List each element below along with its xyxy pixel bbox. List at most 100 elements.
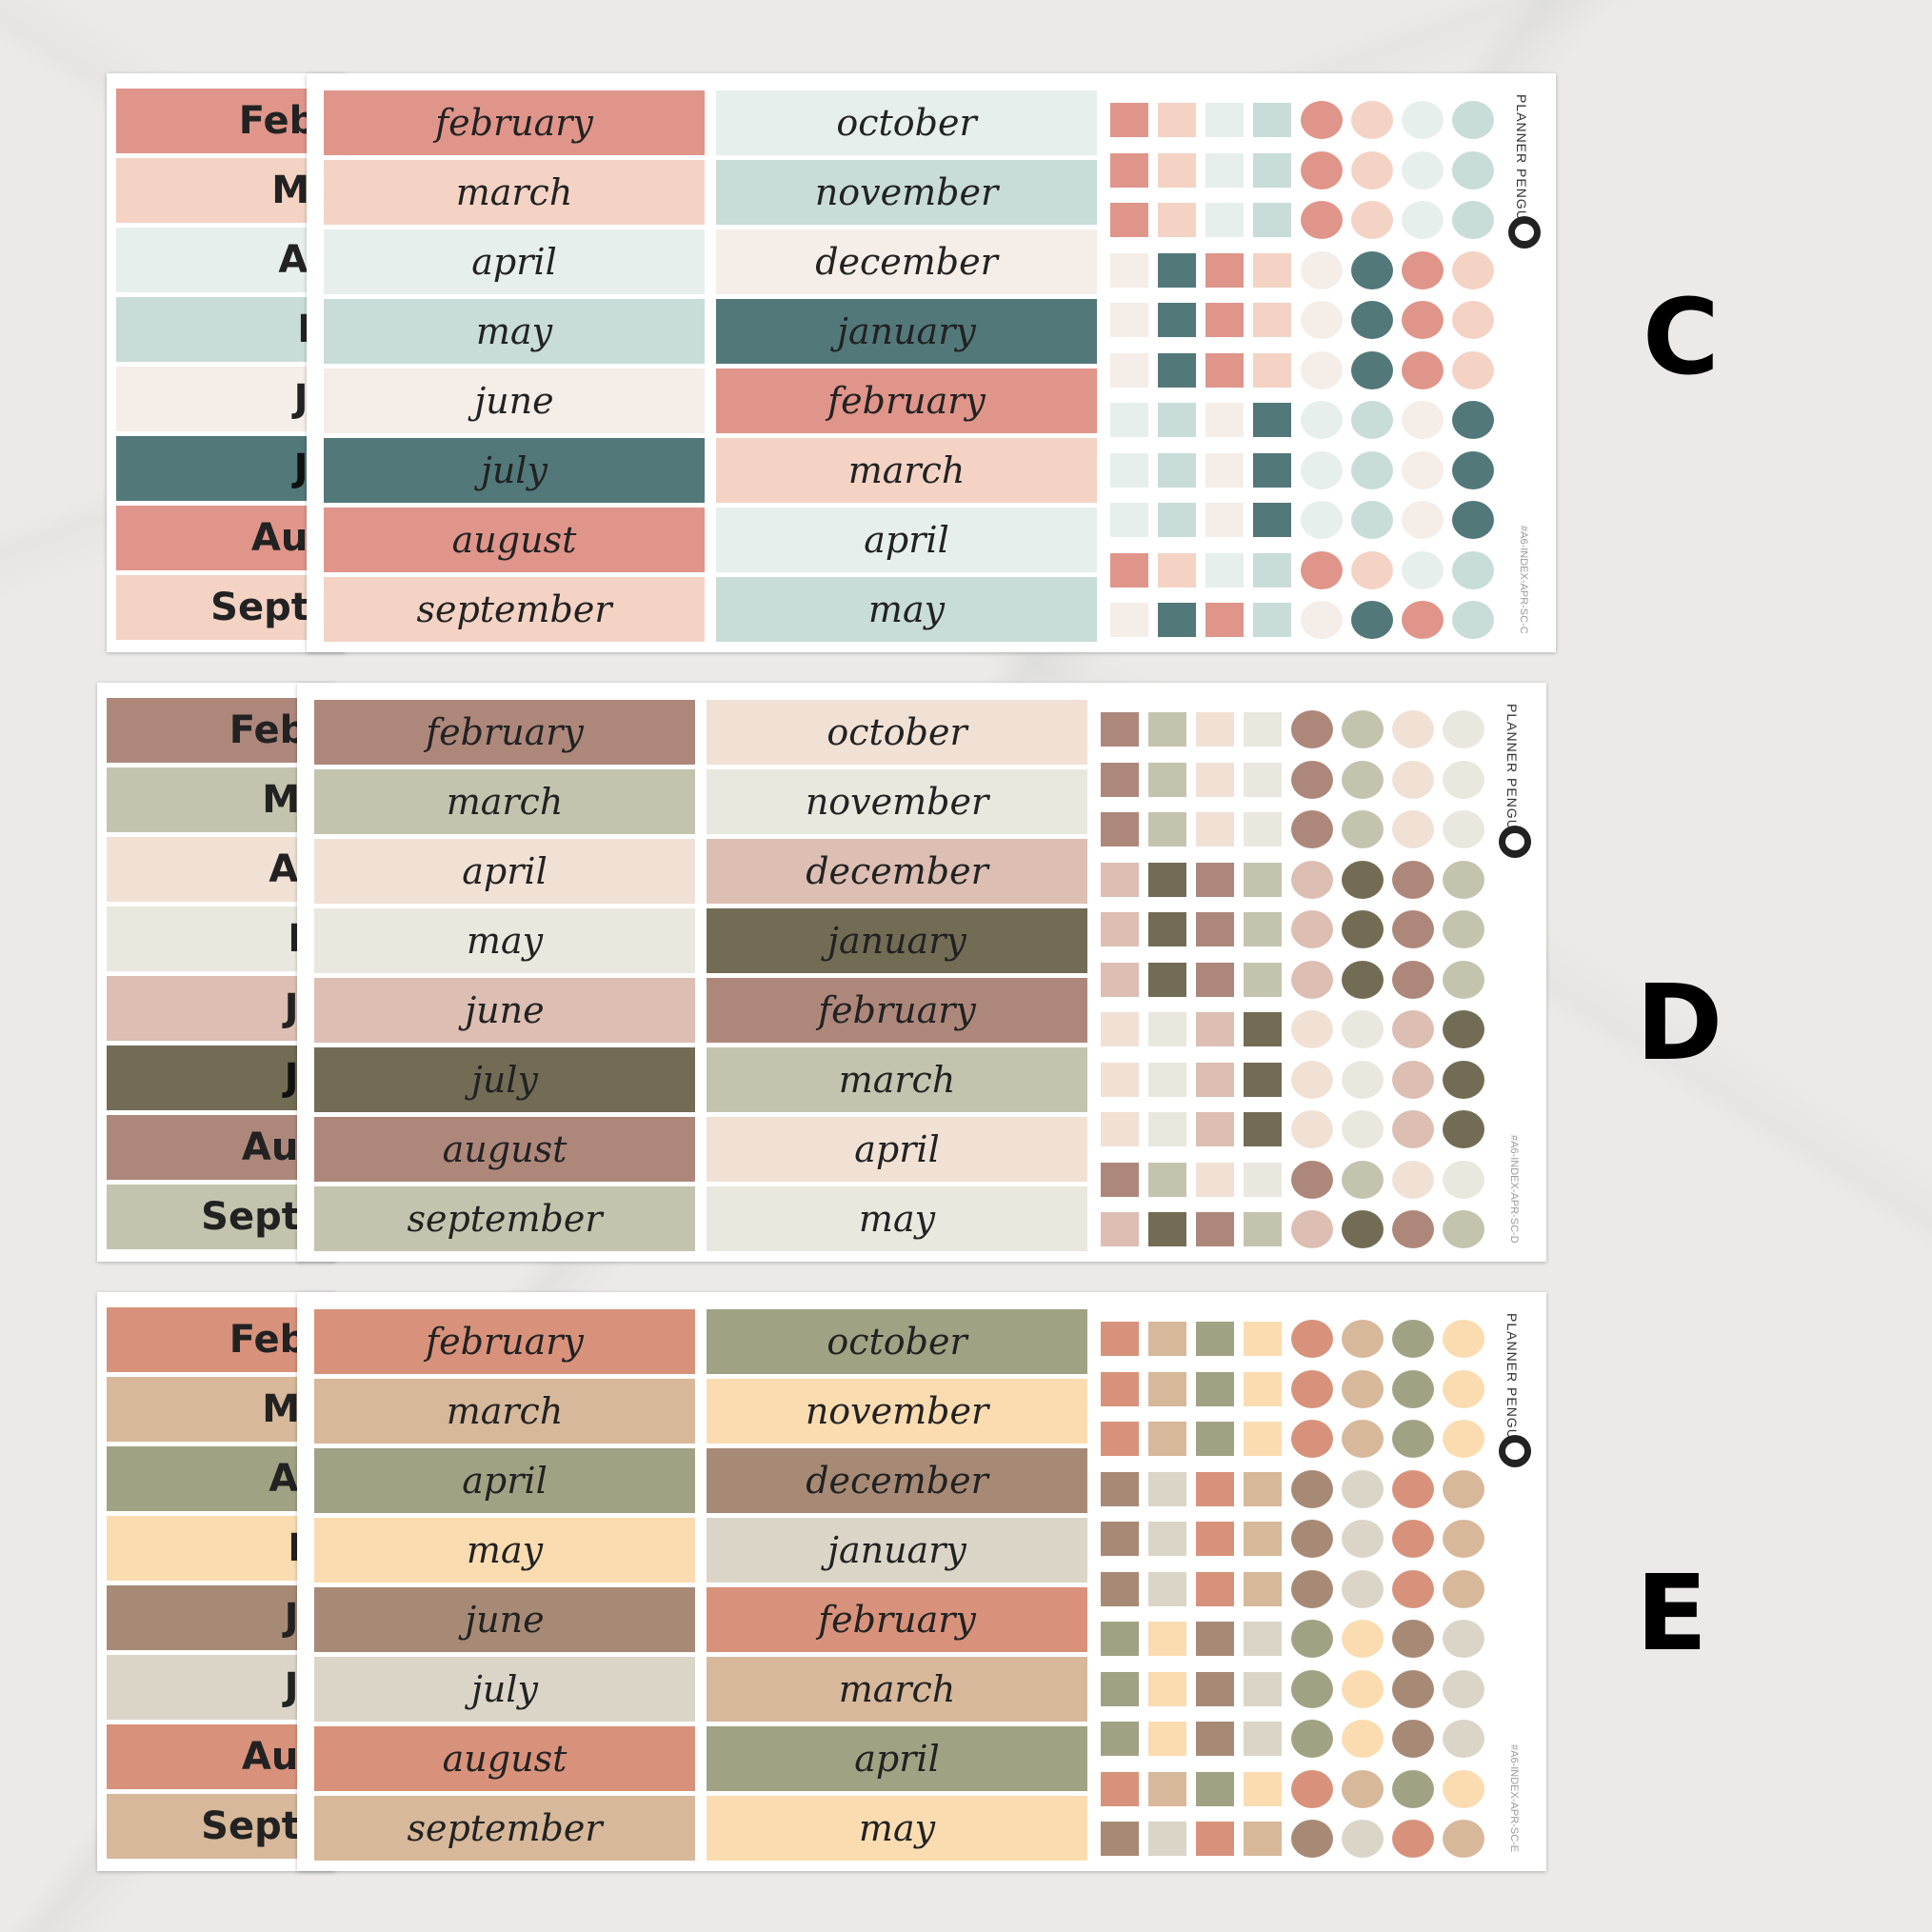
square-dot-sticker: [1205, 403, 1244, 437]
square-dot-sticker: [1205, 452, 1244, 488]
round-dot-sticker: [1392, 860, 1434, 899]
square-dot-sticker: [1148, 1062, 1186, 1097]
square-dot-sticker: [1253, 303, 1291, 337]
round-dot-sticker: [1291, 1620, 1333, 1658]
round-dot-sticker: [1452, 250, 1494, 289]
square-dot-sticker: [1158, 352, 1196, 388]
square-dot-sticker: [1205, 203, 1244, 237]
square-dot-sticker: [1158, 403, 1196, 437]
back-month-strip: Ju: [116, 367, 335, 431]
round-dot-sticker: [1301, 501, 1343, 539]
back-month-strip: Aug: [107, 1115, 326, 1180]
square-dot-sticker: [1196, 1371, 1234, 1406]
square-dot-sticker: [1244, 1062, 1282, 1097]
round-dot-sticker: [1342, 1720, 1384, 1758]
square-dot-sticker: [1253, 103, 1291, 137]
square-dot-sticker: [1196, 1112, 1234, 1146]
back-month-strip: M: [107, 906, 326, 971]
round-dot-sticker: [1392, 1420, 1434, 1458]
back-month-strip: Ma: [116, 158, 335, 223]
square-dot-sticker: [1253, 252, 1291, 288]
back-month-strip: Ju: [107, 1046, 326, 1110]
month-sticker-september: september: [314, 1796, 695, 1861]
back-month-strip: Febr: [107, 1307, 326, 1372]
back-month-strip: Aug: [116, 506, 335, 570]
square-dot-sticker: [1253, 352, 1291, 388]
back-sheet-c: FebrMaApMJuJuAugSepte: [107, 73, 345, 652]
square-dot-sticker: [1148, 812, 1186, 846]
square-dot-sticker: [1205, 103, 1244, 137]
square-dot-sticker: [1244, 1212, 1282, 1246]
square-dot-sticker: [1253, 203, 1291, 237]
square-dot-sticker: [1196, 1771, 1234, 1806]
sku-label: #A6-INDEX-APR-SC-E: [1508, 1744, 1520, 1853]
square-dot-sticker: [1244, 862, 1282, 897]
round-dot-sticker: [1342, 910, 1384, 948]
month-sticker-december: december: [716, 229, 1097, 294]
square-dot-sticker: [1205, 603, 1244, 637]
round-dot-sticker: [1291, 1569, 1333, 1608]
round-dot-sticker: [1291, 1669, 1333, 1708]
round-dot-sticker: [1351, 401, 1393, 439]
square-dot-sticker: [1148, 1471, 1186, 1506]
round-dot-sticker: [1443, 1210, 1484, 1248]
penguin-logo-icon: [1499, 1435, 1531, 1467]
month-sticker-may: may: [716, 577, 1097, 642]
square-dot-sticker: [1148, 862, 1186, 897]
round-dot-sticker: [1452, 301, 1494, 339]
sticker-sheet-e: february march april may june july august septe…: [297, 1292, 1546, 1871]
back-month-strip: Ju: [107, 1585, 326, 1650]
round-dot-sticker: [1291, 910, 1333, 948]
round-dot-sticker: [1291, 1060, 1333, 1099]
square-dot-sticker: [1148, 1322, 1186, 1356]
round-dot-sticker: [1402, 450, 1444, 489]
square-dot-sticker: [1205, 152, 1244, 188]
square-dot-sticker: [1101, 1112, 1139, 1146]
round-dot-sticker: [1301, 201, 1343, 239]
month-sticker-april: april: [716, 508, 1097, 572]
square-dot-sticker: [1101, 1671, 1139, 1706]
square-dot-sticker: [1244, 1522, 1282, 1556]
square-dot-sticker: [1110, 552, 1148, 588]
round-dot-sticker: [1342, 1469, 1384, 1508]
square-dot-sticker: [1101, 1571, 1139, 1606]
round-dot-sticker: [1392, 760, 1434, 799]
round-dot-sticker: [1443, 1369, 1484, 1408]
month-sticker-september: september: [324, 577, 705, 642]
round-dot-sticker: [1443, 1520, 1484, 1558]
square-dot-sticker: [1110, 252, 1148, 288]
square-dot-sticker: [1158, 203, 1196, 237]
round-dot-sticker: [1443, 1569, 1484, 1608]
round-dot-sticker: [1342, 1369, 1384, 1408]
round-dot-sticker: [1291, 1369, 1333, 1408]
square-dot-sticker: [1244, 1422, 1282, 1456]
square-dot-sticker: [1158, 103, 1196, 137]
sticker-sheet-c: february march april may june july august septe…: [307, 73, 1556, 652]
square-dot-sticker: [1101, 1422, 1139, 1456]
square-dot-sticker: [1110, 303, 1148, 337]
month-sticker-november: november: [707, 1379, 1087, 1444]
round-dot-sticker: [1342, 1010, 1384, 1048]
square-dot-sticker: [1196, 1162, 1234, 1197]
round-dot-sticker: [1443, 960, 1484, 999]
round-dot-sticker: [1291, 1320, 1333, 1358]
round-dot-sticker: [1443, 1769, 1484, 1808]
square-dot-sticker: [1110, 103, 1148, 137]
round-dot-sticker: [1452, 350, 1494, 389]
round-dot-sticker: [1452, 201, 1494, 239]
month-sticker-august: august: [314, 1726, 695, 1791]
square-dot-sticker: [1244, 1012, 1282, 1046]
round-dot-sticker: [1392, 1569, 1434, 1608]
month-sticker-june: june: [324, 368, 705, 433]
month-sticker-march: march: [707, 1657, 1087, 1722]
month-sticker-may: may: [707, 1796, 1087, 1861]
sticker-sheet-d: february march april may june july august septe…: [297, 683, 1546, 1262]
square-dot-sticker: [1158, 303, 1196, 337]
round-dot-sticker: [1402, 601, 1444, 639]
round-dot-sticker: [1291, 1469, 1333, 1508]
brand-label: PLANNER PENGUIN: [1504, 1313, 1520, 1455]
round-dot-sticker: [1291, 1010, 1333, 1048]
round-dot-sticker: [1392, 960, 1434, 999]
square-dot-sticker: [1148, 1522, 1186, 1556]
square-dot-sticker: [1253, 152, 1291, 188]
